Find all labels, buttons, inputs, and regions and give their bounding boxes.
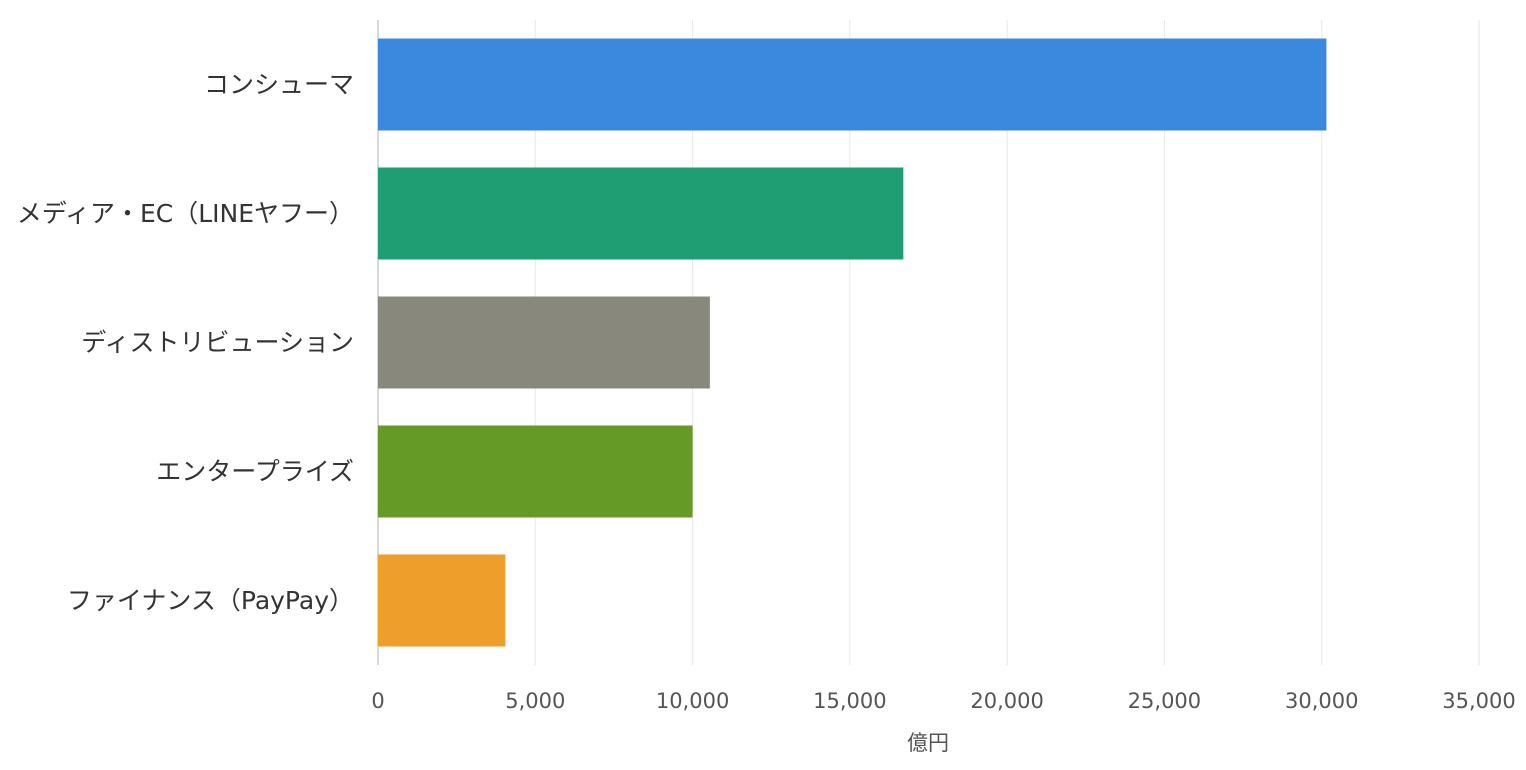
- category-label: エンタープライズ: [156, 457, 354, 486]
- bar: [378, 554, 506, 647]
- category-label: コンシューマ: [204, 70, 354, 99]
- bar: [378, 296, 710, 389]
- x-tick-label: 35,000: [1442, 689, 1515, 713]
- bar-layer: [378, 38, 1327, 647]
- bar: [378, 167, 904, 260]
- x-tick-label: 10,000: [656, 689, 729, 713]
- bar: [378, 425, 693, 518]
- x-tick-label: 25,000: [1128, 689, 1201, 713]
- x-axis-title: 億円: [907, 731, 949, 755]
- x-tick-label: 15,000: [813, 689, 886, 713]
- category-label: ファイナンス（PayPay）: [67, 586, 354, 615]
- category-label: メディア・EC（LINEヤフー）: [17, 199, 354, 228]
- x-tick-label: 0: [371, 689, 384, 713]
- x-tick-label: 30,000: [1285, 689, 1358, 713]
- x-tick-layer: 0 5,000 10,000 15,000 20,000 25,000 30,000 35,0…: [371, 689, 1515, 713]
- x-tick-label: 5,000: [505, 689, 565, 713]
- category-label: ディストリビューション: [81, 328, 354, 357]
- bar: [378, 38, 1327, 131]
- x-tick-label: 20,000: [970, 689, 1043, 713]
